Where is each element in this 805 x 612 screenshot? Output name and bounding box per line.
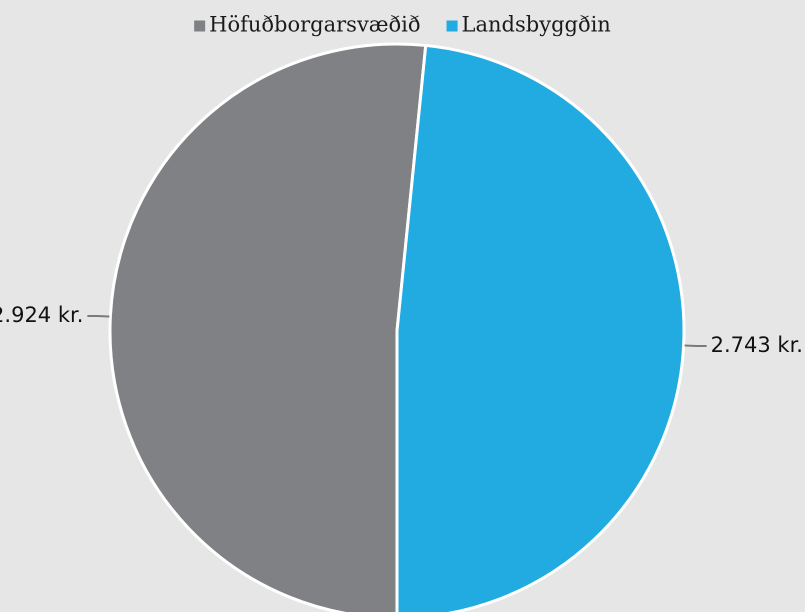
data-labels: 2.924 kr. 2.743 kr.	[0, 303, 803, 357]
legend-swatch-hofudborgarsvaedid	[194, 20, 206, 32]
pie-slices	[108, 42, 686, 612]
legend-label-hofudborgarsvaedid: Höfuðborgarsvæðið	[209, 13, 420, 37]
leader-line-hofudborgarsvaedid	[87, 314, 110, 318]
leader-line-landsbyggdin	[684, 344, 707, 348]
data-label-hofudborgarsvaedid: 2.924 kr.	[0, 303, 83, 327]
pie-slice-landsbyggdin	[395, 43, 686, 612]
leader-lines	[87, 314, 707, 348]
legend: Höfuðborgarsvæðið Landsbyggðin	[194, 13, 611, 37]
legend-swatch-landsbyggdin	[446, 20, 458, 32]
pie-slice-hofudborgarsvaedid	[108, 42, 428, 612]
data-label-landsbyggdin: 2.743 kr.	[711, 333, 803, 357]
legend-item-hofudborgarsvaedid: Höfuðborgarsvæðið	[194, 13, 421, 37]
legend-label-landsbyggdin: Landsbyggðin	[462, 13, 611, 37]
legend-item-landsbyggdin: Landsbyggðin	[446, 13, 611, 37]
